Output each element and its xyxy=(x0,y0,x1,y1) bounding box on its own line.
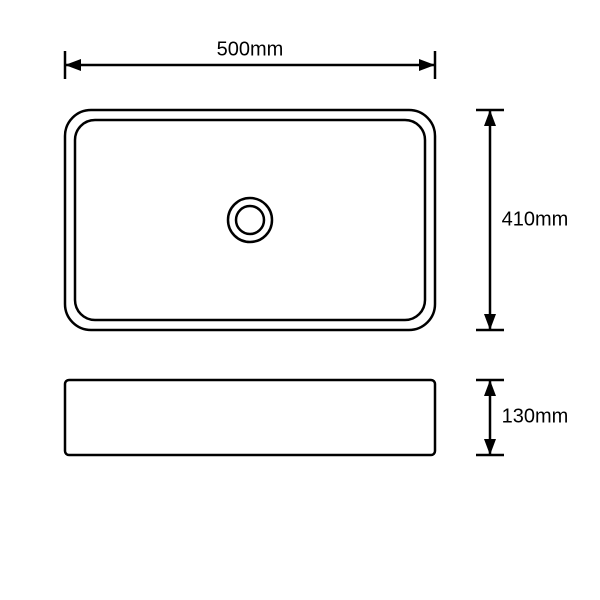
basin-outer xyxy=(65,110,435,330)
width-dimension: 500mm xyxy=(65,38,435,79)
top-view xyxy=(65,110,435,330)
arrow-up-icon xyxy=(484,380,496,396)
arrow-down-icon xyxy=(484,439,496,455)
width-label: 500mm xyxy=(217,38,284,60)
depth-label: 130mm xyxy=(502,405,569,427)
height-label: 410mm xyxy=(502,208,569,230)
arrow-down-icon xyxy=(484,314,496,330)
arrow-right-icon xyxy=(419,59,435,71)
basin-inner xyxy=(75,120,425,320)
side-view xyxy=(65,380,435,455)
drain-outer xyxy=(228,198,272,242)
arrow-left-icon xyxy=(65,59,81,71)
depth-dimension: 130mm xyxy=(476,380,568,455)
arrow-up-icon xyxy=(484,110,496,126)
drain-inner xyxy=(236,206,264,234)
height-dimension: 410mm xyxy=(476,110,568,330)
